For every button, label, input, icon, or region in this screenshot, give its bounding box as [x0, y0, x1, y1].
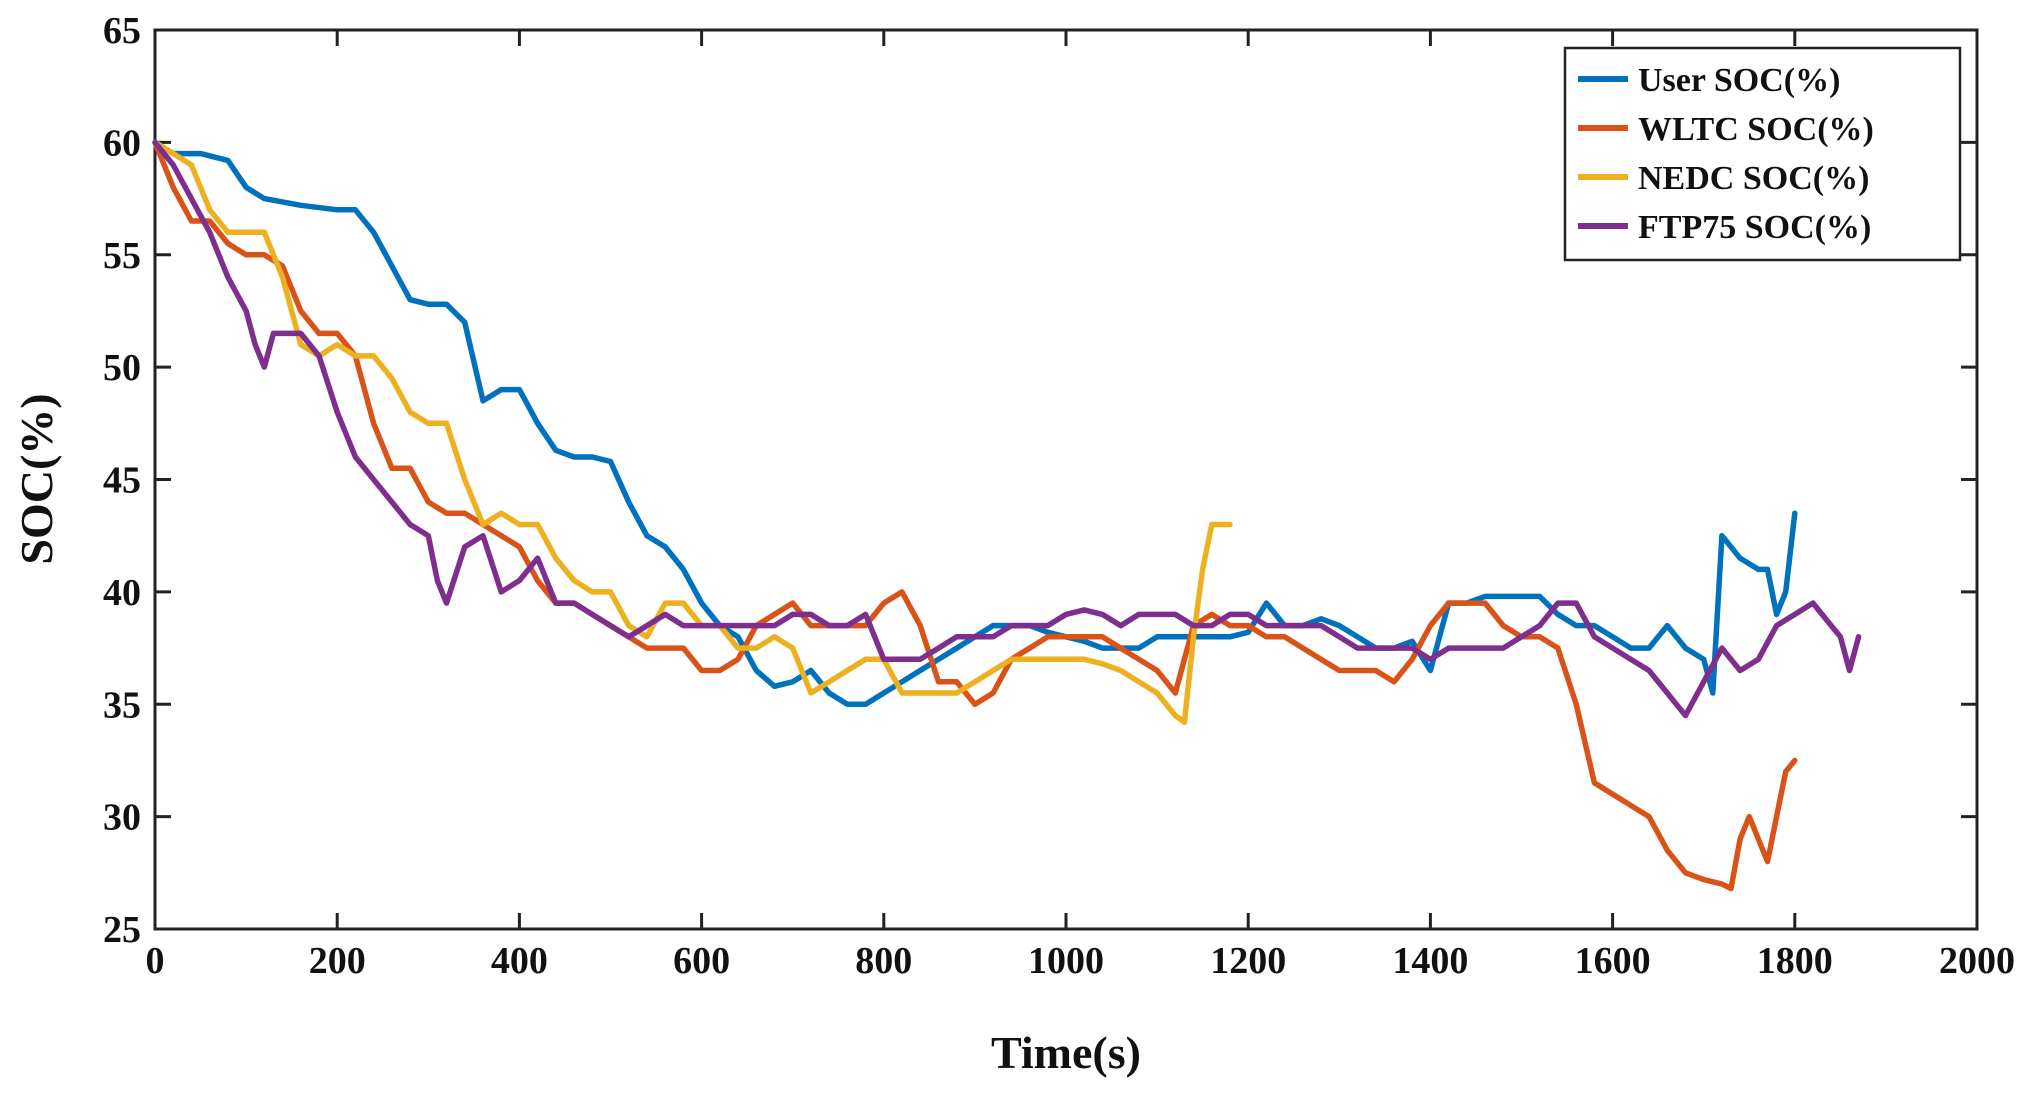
- y-tick-label: 60: [103, 122, 141, 164]
- y-tick-label: 40: [103, 572, 141, 614]
- series-line-nedc: [152, 139, 1233, 725]
- series-line-ftp75: [152, 139, 1862, 719]
- axis-ticks: [153, 28, 1979, 931]
- y-tick-label: 25: [103, 909, 141, 951]
- y-tick-label: 30: [103, 797, 141, 839]
- x-tick-label: 1600: [1575, 940, 1651, 982]
- y-tick-label: 35: [103, 684, 141, 726]
- legend-label: User SOC(%): [1638, 62, 1840, 99]
- legend-box: [1563, 46, 1962, 262]
- legend-label: WLTC SOC(%): [1638, 111, 1874, 148]
- x-tick-label: 800: [855, 940, 912, 982]
- legend-label: FTP75 SOC(%): [1638, 209, 1871, 246]
- x-tick-label: 1000: [1028, 940, 1104, 982]
- axis-tick-labels: 0 200 400 600 800 1000 1200 1400 1600 1800 2000 25 3…: [103, 10, 2015, 982]
- y-tick-label: 50: [103, 347, 141, 389]
- x-tick-label: 1800: [1757, 940, 1833, 982]
- x-tick-label: 1200: [1210, 940, 1286, 982]
- y-axis-title: SOC(%): [11, 393, 62, 564]
- legend: User SOC(%) WLTC SOC(%) NEDC SOC(%) FTP75 S…: [1563, 46, 1962, 262]
- x-tick-label: 2000: [1939, 940, 2015, 982]
- legend-label: NEDC SOC(%): [1638, 160, 1869, 197]
- y-tick-label: 55: [103, 235, 141, 277]
- y-tick-label: 45: [103, 460, 141, 502]
- x-tick-label: 200: [309, 940, 366, 982]
- x-axis-title: Time(s): [991, 1027, 1141, 1078]
- x-tick-label: 400: [491, 940, 548, 982]
- x-tick-label: 600: [673, 940, 730, 982]
- x-tick-label: 0: [146, 940, 165, 982]
- x-tick-label: 1400: [1392, 940, 1468, 982]
- series-lines: [152, 139, 1862, 892]
- y-tick-label: 65: [103, 10, 141, 52]
